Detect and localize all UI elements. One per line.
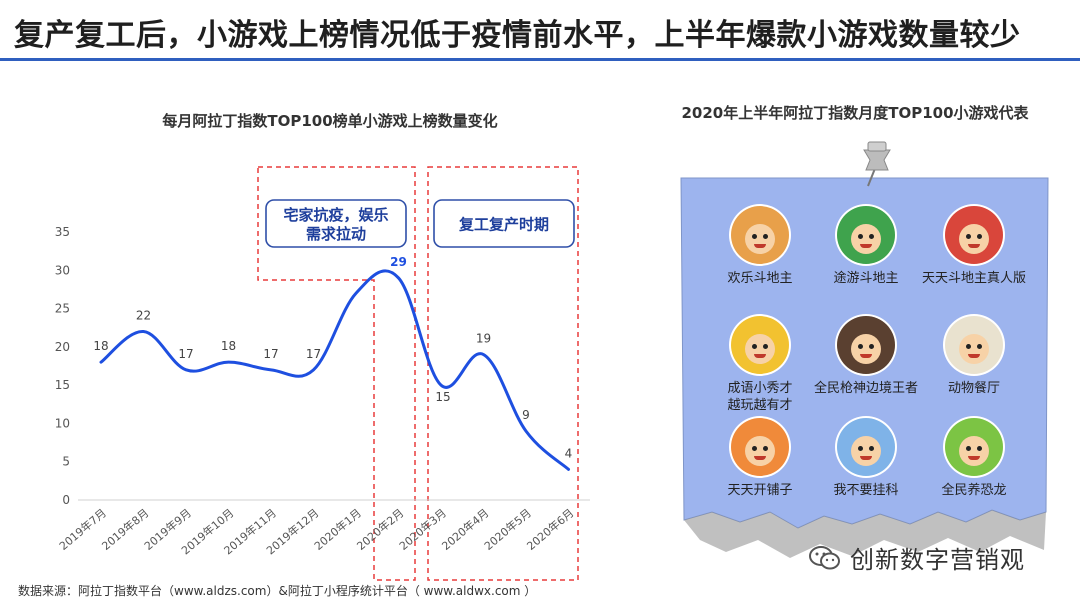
annotation-callout: 复工复产时期	[433, 199, 575, 248]
student-avatar-icon	[837, 418, 895, 476]
y-tick-label: 5	[62, 455, 70, 469]
data-source: 数据来源：阿拉丁指数平台（www.aldzs.com）&阿拉丁小程序统计平台（ …	[18, 584, 537, 598]
annotation-region-recovery	[427, 166, 579, 581]
y-tick-label: 25	[55, 302, 70, 316]
watermark-text: 创新数字营销观	[850, 546, 1025, 574]
data-label: 19	[476, 332, 491, 346]
dinosaur-avatar-icon	[945, 418, 1003, 476]
game-name: 全民养恐龙	[941, 483, 1007, 498]
annotation-text: 复工复产时期	[458, 216, 549, 234]
tiantian-avatar-icon	[945, 206, 1003, 264]
xiucai-avatar-icon	[731, 316, 789, 374]
game-name: 动物餐厅	[947, 381, 1000, 396]
annotation-region-lockdown	[257, 166, 416, 581]
game-item: 成语小秀才 越玩越有才	[695, 316, 825, 414]
y-tick-label: 10	[55, 416, 70, 430]
wechat-icon	[809, 545, 840, 569]
data-label: 9	[522, 408, 530, 422]
data-label: 29	[390, 255, 407, 269]
game-name: 成语小秀才 越玩越有才	[727, 381, 793, 413]
series-line	[99, 269, 570, 471]
data-label: 4	[565, 446, 573, 460]
right-panel-title: 2020年上半年阿拉丁指数月度TOP100小游戏代表	[681, 104, 1029, 122]
cat-avatar-icon	[945, 316, 1003, 374]
game-item: 我不要挂科	[801, 418, 931, 499]
game-item: 欢乐斗地主	[695, 206, 825, 287]
y-tick-label: 20	[55, 340, 70, 354]
data-label: 22	[136, 309, 151, 323]
y-tick-label: 15	[55, 378, 70, 392]
annotation-text: 需求拉动	[306, 225, 366, 243]
annotation-text: 宅家抗疫，娱乐	[283, 206, 388, 224]
game-name: 天天开铺子	[727, 483, 793, 498]
game-item: 天天开铺子	[695, 418, 825, 499]
game-name: 途游斗地主	[833, 271, 899, 286]
headline-rule	[0, 58, 1080, 61]
page-headline: 复产复工后，小游戏上榜情况低于疫情前水平，上半年爆款小游戏数量较少	[14, 18, 1021, 53]
data-label: 17	[263, 347, 278, 361]
y-tick-label: 30	[55, 263, 70, 277]
data-label: 17	[178, 347, 193, 361]
watermark: 创新数字营销观	[808, 540, 1025, 575]
doudizhu-avatar-icon	[731, 206, 789, 264]
game-item: 途游斗地主	[801, 206, 931, 287]
game-item: 天天斗地主真人版	[909, 206, 1039, 287]
tuyou-avatar-icon	[837, 206, 895, 264]
pushpin-icon	[863, 141, 891, 187]
chart-title: 每月阿拉丁指数TOP100榜单小游戏上榜数量变化	[162, 112, 498, 130]
data-label: 18	[93, 339, 108, 353]
data-label: 15	[435, 390, 450, 404]
gunner-avatar-icon	[837, 316, 895, 374]
game-name: 欢乐斗地主	[727, 271, 793, 286]
panel-torn-edge	[684, 510, 1046, 558]
game-item: 全民养恐龙	[909, 418, 1039, 499]
data-label: 18	[221, 339, 236, 353]
game-name: 天天斗地主真人版	[921, 271, 1026, 286]
game-item: 动物餐厅	[909, 316, 1039, 397]
game-name: 全民枪神边境王者	[813, 381, 918, 396]
y-tick-label: 35	[55, 225, 70, 239]
game-name: 我不要挂科	[833, 483, 899, 498]
shop-avatar-icon	[731, 418, 789, 476]
y-tick-label: 0	[62, 493, 70, 507]
data-label: 17	[306, 347, 321, 361]
game-item: 全民枪神边境王者	[801, 316, 931, 397]
x-tick-label: 2020年6月	[524, 506, 577, 553]
